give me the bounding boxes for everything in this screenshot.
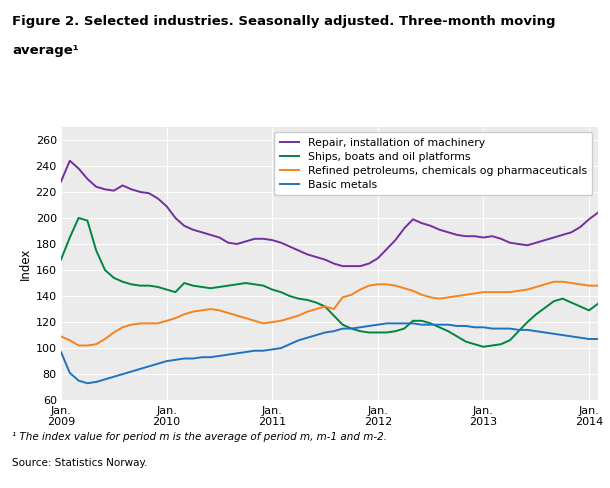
Refined petroleums, chemicals og pharmaceuticals bbox=[392, 283, 399, 288]
Repair, installation of machinery bbox=[541, 237, 548, 243]
Refined petroleums, chemicals og pharmaceuticals bbox=[75, 343, 82, 348]
Text: average¹: average¹ bbox=[12, 44, 79, 57]
Refined petroleums, chemicals og pharmaceuticals bbox=[594, 283, 601, 288]
Basic metals bbox=[172, 357, 179, 363]
Text: Source: Statistics Norway.: Source: Statistics Norway. bbox=[12, 458, 148, 468]
Text: ¹ The index value for period m is the average of period ​m, m-1 and m-2.: ¹ The index value for period m is the av… bbox=[12, 432, 387, 442]
Repair, installation of machinery bbox=[207, 232, 214, 238]
Refined petroleums, chemicals og pharmaceuticals bbox=[110, 329, 118, 335]
Ships, boats and oil platforms bbox=[594, 301, 601, 307]
Line: Basic metals: Basic metals bbox=[61, 324, 598, 383]
Text: Figure 2. Selected industries. Seasonally adjusted. Three-month moving: Figure 2. Selected industries. Seasonall… bbox=[12, 15, 556, 28]
Basic metals bbox=[84, 380, 91, 386]
Refined petroleums, chemicals og pharmaceuticals bbox=[330, 306, 337, 312]
Repair, installation of machinery bbox=[110, 188, 118, 194]
Repair, installation of machinery bbox=[339, 263, 346, 269]
Ships, boats and oil platforms bbox=[479, 344, 487, 350]
Line: Ships, boats and oil platforms: Ships, boats and oil platforms bbox=[61, 218, 598, 347]
Repair, installation of machinery bbox=[594, 210, 601, 216]
Ships, boats and oil platforms bbox=[207, 285, 214, 291]
Legend: Repair, installation of machinery, Ships, boats and oil platforms, Refined petro: Repair, installation of machinery, Ships… bbox=[274, 132, 592, 195]
Ships, boats and oil platforms bbox=[110, 275, 118, 281]
Repair, installation of machinery bbox=[172, 215, 179, 221]
Basic metals bbox=[330, 328, 337, 334]
Ships, boats and oil platforms bbox=[330, 313, 337, 319]
Repair, installation of machinery bbox=[57, 179, 65, 184]
Refined petroleums, chemicals og pharmaceuticals bbox=[550, 279, 558, 285]
Repair, installation of machinery bbox=[401, 225, 408, 231]
Refined petroleums, chemicals og pharmaceuticals bbox=[57, 333, 65, 339]
Refined petroleums, chemicals og pharmaceuticals bbox=[207, 306, 214, 312]
Basic metals bbox=[57, 349, 65, 355]
Basic metals bbox=[207, 354, 214, 360]
Basic metals bbox=[594, 336, 601, 342]
Basic metals bbox=[110, 374, 118, 380]
Basic metals bbox=[401, 321, 408, 326]
Ships, boats and oil platforms bbox=[541, 305, 548, 311]
Ships, boats and oil platforms bbox=[392, 328, 399, 334]
Repair, installation of machinery bbox=[330, 261, 337, 266]
Repair, installation of machinery bbox=[66, 158, 73, 163]
Refined petroleums, chemicals og pharmaceuticals bbox=[533, 284, 540, 290]
Basic metals bbox=[383, 321, 390, 326]
Ships, boats and oil platforms bbox=[57, 257, 65, 263]
Line: Repair, installation of machinery: Repair, installation of machinery bbox=[61, 161, 598, 266]
Y-axis label: Index: Index bbox=[18, 247, 32, 280]
Line: Refined petroleums, chemicals og pharmaceuticals: Refined petroleums, chemicals og pharmac… bbox=[61, 282, 598, 346]
Refined petroleums, chemicals og pharmaceuticals bbox=[172, 315, 179, 321]
Basic metals bbox=[541, 329, 548, 335]
Ships, boats and oil platforms bbox=[172, 289, 179, 295]
Ships, boats and oil platforms bbox=[75, 215, 82, 221]
